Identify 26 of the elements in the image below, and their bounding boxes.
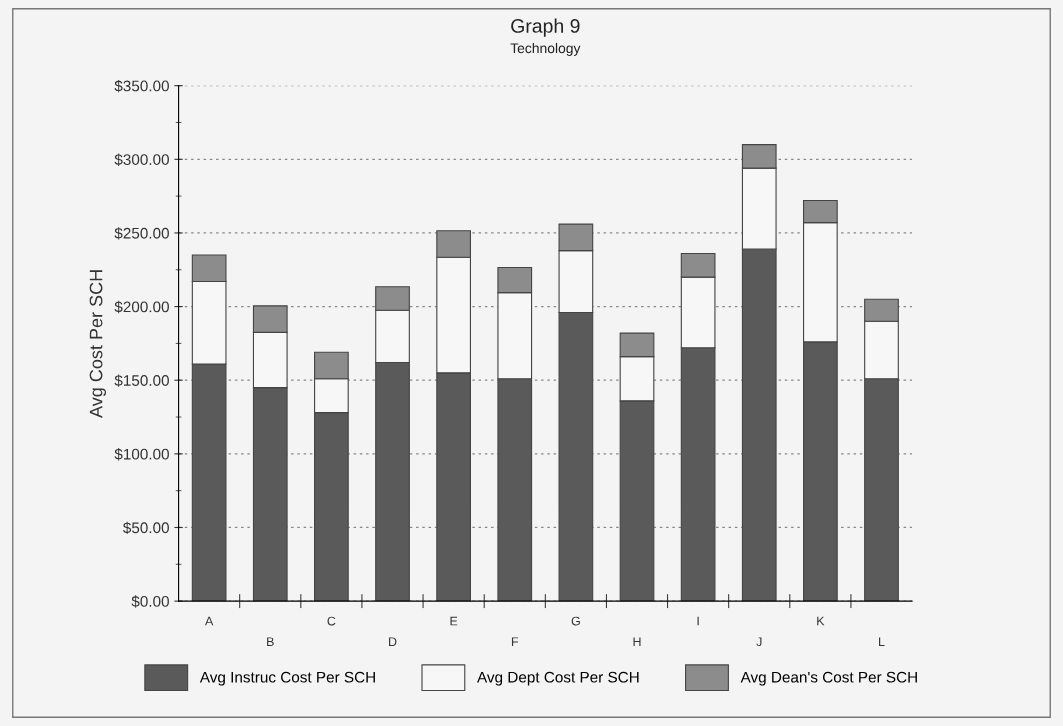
y-tick-label: $350.00 — [114, 79, 169, 93]
x-tick-label: C — [327, 616, 336, 626]
y-tick-label: $200.00 — [114, 300, 169, 314]
x-tick-label: G — [571, 616, 580, 626]
y-tick-label: $250.00 — [114, 227, 169, 240]
legend-label: Avg Dean's Cost Per SCH — [740, 671, 917, 686]
y-tick-label: $150.00 — [114, 374, 169, 387]
y-axis-title: Avg Cost Per SCH — [89, 270, 106, 418]
x-tick-label: K — [817, 616, 825, 626]
x-tick-label: J — [756, 637, 762, 647]
x-tick-label: I — [697, 616, 699, 626]
y-tick-label: $0.00 — [131, 595, 169, 608]
x-tick-label: L — [879, 637, 885, 646]
legend-label: Avg Dept Cost Per SCH — [477, 671, 639, 686]
x-tick-label: F — [511, 637, 519, 646]
x-tick-label: B — [267, 637, 274, 646]
x-tick-label: A — [205, 616, 214, 626]
y-tick-label: $50.00 — [123, 521, 169, 535]
x-tick-label: H — [633, 637, 641, 646]
y-tick-label: $100.00 — [114, 448, 169, 461]
x-tick-label: E — [450, 616, 458, 626]
legend-label: Avg Instruc Cost Per SCH — [199, 671, 375, 686]
chart-subtitle: Technology — [510, 42, 581, 56]
x-tick-label: D — [389, 637, 397, 646]
y-tick-label: $300.00 — [114, 153, 169, 166]
chart-title: Graph 9 — [511, 18, 580, 37]
